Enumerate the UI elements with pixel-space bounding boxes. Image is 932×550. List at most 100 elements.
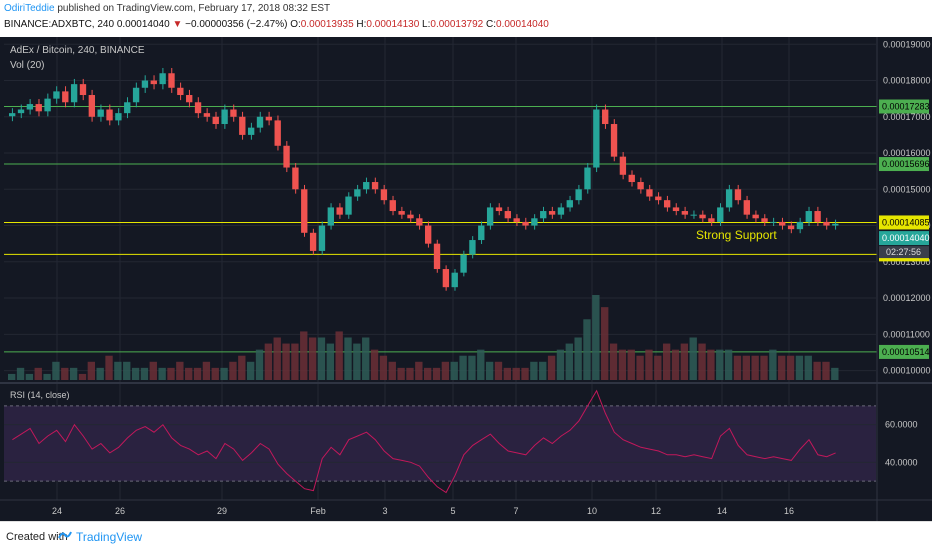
candle-body <box>301 189 308 233</box>
level-label: 0.00017283 <box>882 102 930 112</box>
candle-body <box>97 109 104 117</box>
candle-body <box>540 211 547 219</box>
volume-bar <box>300 331 308 380</box>
volume-bar <box>547 355 556 380</box>
candle-body <box>734 189 742 201</box>
candle-body <box>389 200 396 212</box>
low-label: L: <box>422 19 431 30</box>
y-tick-label: 0.00015000 <box>883 184 931 194</box>
price-chart[interactable]: 0.00010000 0.00011000 0.00012000 0.00013000… <box>0 37 932 521</box>
volume-bar <box>618 349 627 380</box>
volume-bar <box>273 337 281 380</box>
volume-bar <box>317 337 326 380</box>
symbol-line: BINANCE:ADXBTC, 240 <box>4 19 115 30</box>
candle-body <box>327 207 334 226</box>
volume-bar <box>69 367 78 380</box>
volume-bar <box>733 355 742 380</box>
volume-bar <box>335 331 343 380</box>
candle-body <box>442 269 450 288</box>
volume-bar <box>751 355 759 380</box>
rsi-label: RSI (14, close) <box>10 390 70 400</box>
candle-body <box>548 211 556 215</box>
candle-body <box>309 232 317 251</box>
x-tick-label: 16 <box>784 506 794 516</box>
volume-bar <box>8 373 16 380</box>
level-label-box <box>879 215 929 230</box>
volume-bar <box>131 367 140 380</box>
publish-header: OdiriTeddie published on TradingView.com… <box>0 0 932 37</box>
change-text: −0.00000356 (−2.47%) <box>185 19 288 30</box>
candle-body <box>725 189 733 208</box>
candle-body <box>221 109 228 125</box>
candle-body <box>212 116 219 125</box>
volume-bar <box>707 349 715 380</box>
x-tick-label: 26 <box>115 506 125 516</box>
volume-bar <box>114 361 122 380</box>
close-value: 0.00014040 <box>496 19 549 30</box>
volume-bar <box>680 343 689 380</box>
y-tick-label: 0.00017000 <box>883 112 931 122</box>
volume-bar <box>78 373 87 380</box>
candle-body <box>318 225 326 251</box>
candle-body <box>141 80 149 88</box>
candle-body <box>17 109 25 114</box>
candle-body <box>602 109 609 125</box>
candle-body <box>265 116 273 121</box>
candle-body <box>584 167 591 190</box>
x-tick-label: 12 <box>651 506 661 516</box>
x-tick-label: Feb <box>310 506 326 516</box>
y-tick-label: 0.00010000 <box>883 366 931 376</box>
change-arrow-icon: ▼ <box>172 19 183 30</box>
candle-body <box>124 102 131 114</box>
volume-bar <box>406 367 414 380</box>
x-tick-label: 10 <box>587 506 597 516</box>
candle-body <box>256 116 264 128</box>
volume-bar <box>16 367 25 380</box>
x-tick-label: 29 <box>217 506 227 516</box>
tradingview-brand[interactable]: TradingView <box>76 530 143 544</box>
volume-bar <box>123 361 131 380</box>
volume-bar <box>654 355 662 380</box>
candle-body <box>62 91 69 103</box>
close-label: C: <box>486 19 497 30</box>
volume-bar <box>724 349 733 380</box>
author-link[interactable]: OdiriTeddie <box>4 3 55 14</box>
publish-line: OdiriTeddie published on TradingView.com… <box>4 3 330 14</box>
candle-body <box>486 207 494 226</box>
ohlc-line: BINANCE:ADXBTC, 240 0.00014040 ▼ −0.0000… <box>4 19 549 30</box>
level-label: 0.00010514 <box>882 347 930 357</box>
volume-bar <box>831 367 839 380</box>
candle-body <box>425 225 432 244</box>
axes: 0.00010000 0.00011000 0.00012000 0.00013000… <box>0 37 932 521</box>
candle-body <box>433 243 441 270</box>
rsi-tick-label: 60.0000 <box>885 420 918 430</box>
candle-body <box>106 109 113 121</box>
candle-body <box>478 225 485 241</box>
rsi-tick-label: 40.0000 <box>885 457 918 467</box>
volume-bar <box>397 367 405 380</box>
volume-bar <box>760 355 768 380</box>
volume-bar <box>149 361 157 380</box>
candle-body <box>336 207 343 215</box>
candle-body <box>805 211 812 222</box>
volume-bar <box>291 343 299 380</box>
candle-body <box>416 218 423 226</box>
volume-bar <box>574 337 582 380</box>
chart-area[interactable]: 0.00010000 0.00011000 0.00012000 0.00013000… <box>0 37 932 521</box>
volume-bar <box>308 337 317 380</box>
volume-bar <box>255 349 264 380</box>
volume-bar <box>769 349 777 380</box>
candle-body <box>531 218 538 226</box>
candle-body <box>495 207 503 212</box>
candle-body <box>44 98 51 112</box>
candle-body <box>779 221 786 226</box>
candle-body <box>203 113 211 117</box>
candle-body <box>230 109 237 117</box>
level-label-box <box>879 344 929 359</box>
candle-body <box>796 221 804 230</box>
candle-body <box>354 189 361 197</box>
volume-bar <box>432 367 441 380</box>
volume-bar <box>176 361 184 380</box>
volume-bar <box>415 361 423 380</box>
volume-bar <box>689 337 697 380</box>
